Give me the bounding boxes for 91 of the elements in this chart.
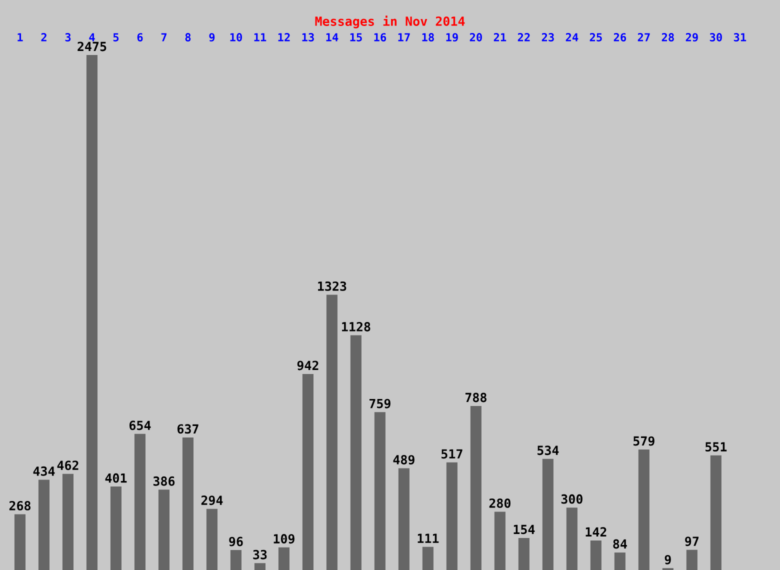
x-tick-label: 17 xyxy=(398,33,410,42)
bar xyxy=(614,552,626,570)
bar xyxy=(326,294,338,570)
bar xyxy=(254,563,266,570)
bar xyxy=(86,55,98,570)
x-tick-label: 30 xyxy=(710,33,722,42)
data-label: 154 xyxy=(514,524,535,534)
bar xyxy=(230,550,242,570)
bar xyxy=(62,474,74,570)
data-label: 2475 xyxy=(78,42,106,52)
data-label: 788 xyxy=(465,392,486,402)
bar xyxy=(350,335,362,570)
bar xyxy=(710,455,722,570)
data-label: 534 xyxy=(538,446,559,456)
bar xyxy=(14,514,26,570)
bar xyxy=(542,458,554,570)
x-tick-label: 4 xyxy=(89,33,95,42)
bar xyxy=(182,437,194,570)
data-label: 759 xyxy=(369,398,390,408)
data-label: 9 xyxy=(664,554,671,564)
bar xyxy=(158,490,170,570)
x-tick-label: 11 xyxy=(254,33,266,42)
data-label: 84 xyxy=(613,539,627,549)
data-label: 551 xyxy=(706,442,727,452)
data-label: 654 xyxy=(129,420,151,430)
bar xyxy=(110,486,122,570)
data-label: 109 xyxy=(274,534,294,544)
x-tick-label: 14 xyxy=(326,33,338,42)
bar xyxy=(206,508,218,570)
bar xyxy=(590,540,602,570)
bar xyxy=(638,450,650,570)
x-tick-label: 20 xyxy=(470,33,482,42)
x-tick-label: 8 xyxy=(185,33,191,42)
bar xyxy=(518,538,530,570)
data-label: 268 xyxy=(9,500,30,510)
bar xyxy=(302,374,314,570)
bar xyxy=(374,412,386,570)
data-label: 489 xyxy=(393,454,414,464)
x-tick-label: 25 xyxy=(590,33,602,42)
x-tick-label: 3 xyxy=(65,33,71,42)
x-tick-label: 21 xyxy=(494,33,506,42)
data-label: 280 xyxy=(489,498,510,508)
x-tick-label: 19 xyxy=(446,33,458,42)
data-label: 637 xyxy=(177,424,198,434)
data-label: 1128 xyxy=(342,322,370,332)
bar xyxy=(422,546,434,570)
bar xyxy=(398,468,410,570)
bar xyxy=(278,547,290,570)
x-tick-label: 9 xyxy=(209,33,215,42)
bar xyxy=(686,550,698,570)
data-label: 579 xyxy=(634,436,654,446)
data-label: 294 xyxy=(201,496,223,506)
bar xyxy=(134,434,146,570)
data-label: 942 xyxy=(297,360,318,370)
x-tick-label: 26 xyxy=(614,33,626,42)
data-label: 111 xyxy=(418,534,439,543)
data-label: 300 xyxy=(561,494,582,504)
data-label: 386 xyxy=(153,476,175,486)
x-tick-label: 24 xyxy=(566,33,578,42)
x-tick-label: 16 xyxy=(374,33,386,42)
x-tick-label: 27 xyxy=(638,33,650,42)
data-label: 401 xyxy=(105,473,127,483)
x-tick-label: 6 xyxy=(137,33,143,42)
x-tick-label: 13 xyxy=(302,33,314,42)
data-label: 434 xyxy=(33,466,55,476)
data-label: 96 xyxy=(229,536,243,546)
bar xyxy=(494,512,506,570)
x-tick-label: 7 xyxy=(161,33,166,42)
x-tick-label: 23 xyxy=(542,33,554,42)
data-label: 33 xyxy=(253,550,267,560)
bar xyxy=(446,462,458,570)
chart-title: Messages in Nov 2014 xyxy=(315,16,465,28)
data-label: 462 xyxy=(57,460,78,470)
x-tick-label: 12 xyxy=(278,33,290,42)
data-label: 142 xyxy=(586,527,606,536)
data-label: 1323 xyxy=(318,281,346,291)
x-tick-label: 15 xyxy=(350,33,362,42)
data-label: 517 xyxy=(442,449,462,459)
x-tick-label: 28 xyxy=(662,33,674,42)
x-tick-label: 31 xyxy=(734,33,746,42)
bar xyxy=(566,508,578,570)
bar xyxy=(38,480,50,570)
x-tick-label: 1 xyxy=(18,33,23,42)
x-tick-label: 18 xyxy=(422,33,434,42)
x-tick-label: 29 xyxy=(686,33,698,42)
x-tick-label: 10 xyxy=(230,33,242,42)
x-tick-label: 2 xyxy=(41,33,46,42)
bar xyxy=(470,406,482,570)
data-label: 97 xyxy=(685,536,699,546)
x-tick-label: 5 xyxy=(113,33,119,42)
x-tick-label: 22 xyxy=(518,33,530,42)
